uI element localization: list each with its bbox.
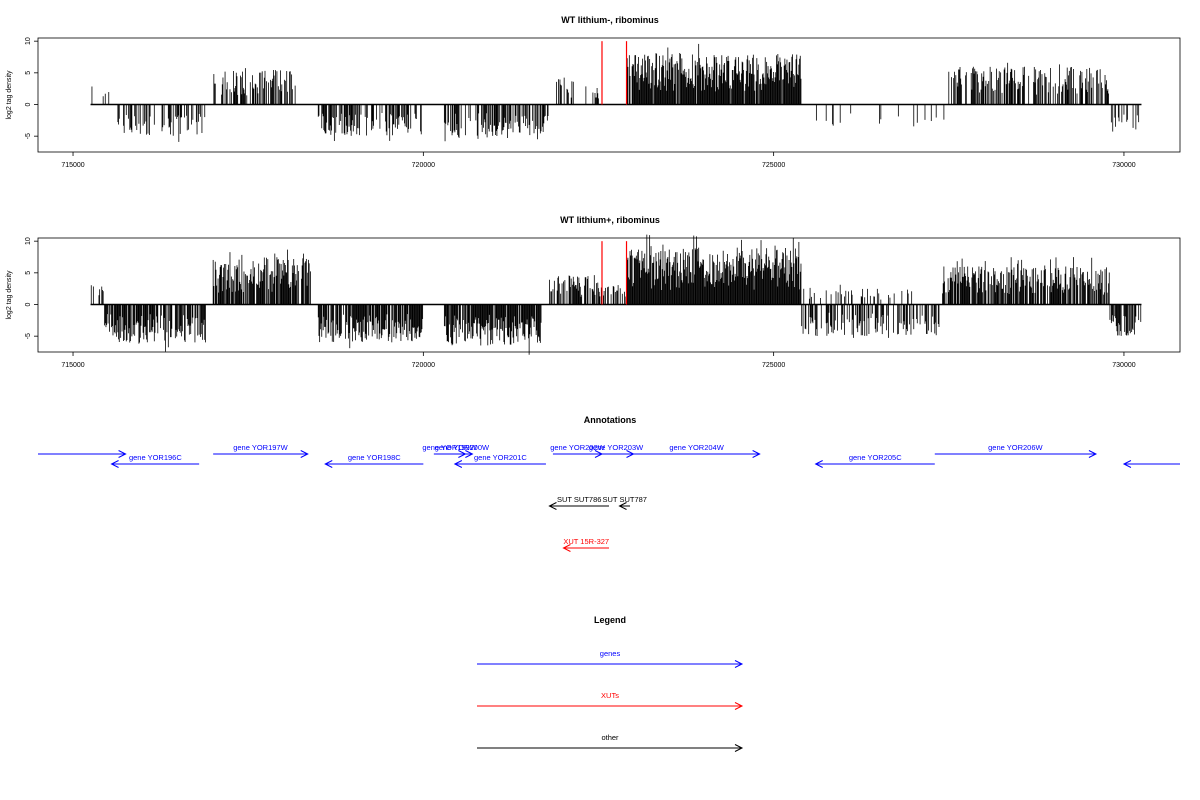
x-tick-label: 725000: [762, 362, 785, 369]
y-tick-label: 0: [25, 102, 32, 106]
annotation-feature: SUT SUT786: [548, 495, 609, 510]
panel-1-title: WT lithium-, ribominus: [561, 15, 659, 25]
x-tick-label: 720000: [412, 162, 435, 169]
legend-arrow-head: [734, 660, 744, 668]
panel-1-axes: -5 0 5 10 715000 720000 725000 730000: [25, 37, 1136, 169]
feature-label: gene YOR200W: [435, 443, 490, 452]
panel-1-frame: [37, 37, 1181, 153]
y-tick-label: 10: [25, 237, 32, 245]
feature-label: SUT SUT786: [557, 495, 601, 504]
annotation-feature: gene YOR205C: [814, 453, 935, 468]
feature-arrow-head: [324, 460, 333, 468]
legend-label: XUTs: [601, 691, 619, 700]
panel-2-axes: -5 0 5 10 715000 720000 725000 730000: [25, 237, 1136, 369]
x-tick-label: 725000: [762, 162, 785, 169]
feature-label: gene YOR205C: [849, 453, 902, 462]
feature-arrow-head: [118, 450, 127, 458]
feature-arrow-head: [618, 502, 627, 510]
legend-arrow-head: [734, 744, 744, 752]
annotation-feature: gene YOR200W: [435, 443, 490, 458]
panel-lithium-minus: WT lithium-, ribominus log2 tag density …: [6, 15, 1181, 169]
annotation-feature: [38, 450, 127, 458]
y-tick-label: 5: [25, 71, 32, 75]
feature-arrow-head: [814, 460, 823, 468]
panel-1-bars: [90, 41, 1142, 142]
legend-entries: genes XUTs other: [477, 649, 744, 752]
feature-label: gene YOR201C: [474, 453, 527, 462]
feature-arrow-head: [1122, 460, 1132, 468]
x-tick-label: 715000: [61, 362, 84, 369]
feature-arrow-head: [1088, 450, 1098, 458]
legend-entry: other: [477, 733, 744, 752]
panel-1-ylabel: log2 tag density: [6, 70, 13, 120]
annotation-feature: gene YOR204W: [633, 443, 761, 458]
y-tick-label: 10: [25, 37, 32, 45]
annotations-title: Annotations: [584, 415, 637, 425]
feature-arrow-head: [465, 450, 474, 458]
feature-arrow-head: [752, 450, 761, 458]
x-tick-label: 730000: [1112, 362, 1135, 369]
y-tick-label: 0: [25, 302, 32, 306]
annotation-feature: gene YOR201C: [453, 453, 546, 468]
feature-label: gene YOR198C: [348, 453, 401, 462]
annotation-feature: gene YOR206W: [934, 443, 1098, 458]
feature-label: XUT 15R-327: [563, 537, 609, 546]
feature-arrow-head: [453, 460, 463, 468]
legend-entry: genes: [477, 649, 744, 668]
annotation-features: gene YOR196C gene YOR197W gene YOR198C gene…: [38, 443, 1180, 552]
feature-label: gene YOR197W: [233, 443, 288, 452]
annotation-feature: XUT 15R-327: [562, 537, 609, 552]
legend-arrow-head: [734, 702, 744, 710]
y-tick-label: 5: [25, 271, 32, 275]
feature-label: gene YOR204W: [669, 443, 724, 452]
feature-label: SUT SUT787: [603, 495, 647, 504]
feature-label: gene YOR206W: [988, 443, 1043, 452]
y-tick-label: -5: [25, 333, 32, 339]
feature-arrow-head: [548, 502, 557, 510]
annotation-feature: gene YOR196C: [110, 453, 200, 468]
feature-label: gene YOR196C: [129, 453, 182, 462]
legend-label: other: [601, 733, 619, 742]
panel-lithium-plus: WT lithium+, ribominus log2 tag density …: [6, 215, 1181, 369]
feature-label: gene YOR203W: [589, 443, 644, 452]
panel-2-frame: [37, 237, 1181, 353]
legend: Legend genes XUTs other: [477, 615, 744, 752]
y-tick-label: -5: [25, 133, 32, 139]
x-tick-label: 720000: [412, 362, 435, 369]
panel-2-ylabel: log2 tag density: [6, 270, 13, 320]
x-tick-label: 715000: [61, 162, 84, 169]
annotation-feature: [1122, 460, 1180, 468]
feature-arrow-head: [626, 450, 635, 458]
annotation-feature: gene YOR197W: [213, 443, 309, 458]
x-tick-label: 730000: [1112, 162, 1135, 169]
legend-entry: XUTs: [477, 691, 744, 710]
panel-2-bars: [90, 234, 1142, 355]
feature-label: gene YOR202W: [550, 443, 605, 452]
feature-arrow-head: [562, 544, 571, 552]
annotation-feature: gene YOR203W: [589, 443, 644, 458]
annotation-feature: gene YOR198C: [324, 453, 424, 468]
panel-2-title: WT lithium+, ribominus: [560, 215, 660, 225]
legend-title: Legend: [594, 615, 626, 625]
annotation-feature: SUT SUT787: [603, 495, 647, 510]
feature-arrow-head: [300, 450, 309, 458]
feature-label: gene YOR199W: [422, 443, 477, 452]
legend-label: genes: [600, 649, 621, 658]
feature-arrow-head: [110, 460, 119, 468]
